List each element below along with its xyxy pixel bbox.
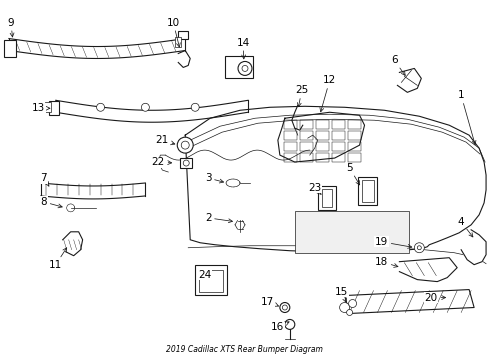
Text: 16: 16 (271, 322, 288, 332)
Bar (299, 120, 312, 129)
Text: 21: 21 (155, 135, 174, 145)
Circle shape (242, 66, 247, 71)
Bar (175, 37, 181, 46)
Text: 7: 7 (41, 173, 49, 186)
Bar (347, 142, 360, 151)
Bar (283, 131, 296, 140)
Polygon shape (344, 289, 473, 314)
Bar (347, 120, 360, 129)
Bar (294, 211, 408, 253)
Polygon shape (277, 112, 364, 162)
Text: 6: 6 (390, 55, 405, 76)
Bar (180, 158, 192, 168)
Bar (347, 153, 360, 162)
Text: 20: 20 (424, 293, 445, 302)
Text: 2019 Cadillac XTS Rear Bumper Diagram: 2019 Cadillac XTS Rear Bumper Diagram (165, 345, 322, 354)
Bar (224, 57, 252, 78)
Circle shape (279, 302, 289, 312)
Circle shape (191, 103, 199, 111)
Text: 24: 24 (198, 270, 211, 280)
Text: 22: 22 (151, 157, 171, 167)
Circle shape (141, 103, 149, 111)
Text: 15: 15 (334, 287, 347, 302)
Bar (347, 131, 360, 140)
Text: 8: 8 (41, 197, 62, 208)
Bar (315, 153, 328, 162)
Circle shape (339, 302, 349, 312)
Text: 10: 10 (166, 18, 180, 47)
Circle shape (181, 141, 189, 149)
Bar (178, 31, 188, 39)
Text: 4: 4 (457, 217, 472, 237)
Text: 19: 19 (374, 237, 411, 248)
Bar (299, 131, 312, 140)
Bar (331, 142, 344, 151)
Polygon shape (460, 230, 485, 265)
Text: 5: 5 (346, 163, 359, 185)
Circle shape (177, 137, 193, 153)
Text: 18: 18 (374, 257, 397, 267)
Bar (299, 153, 312, 162)
Circle shape (416, 246, 421, 250)
Bar (45, 102, 51, 112)
Text: 13: 13 (32, 103, 50, 113)
Bar (331, 153, 344, 162)
Text: 11: 11 (49, 248, 66, 270)
Bar (321, 189, 331, 207)
Text: 14: 14 (236, 37, 249, 59)
Text: 17: 17 (261, 297, 278, 306)
Bar (357, 177, 377, 205)
Circle shape (346, 310, 352, 315)
Bar (199, 270, 223, 292)
Circle shape (348, 300, 356, 307)
Bar (49, 101, 59, 115)
Circle shape (285, 319, 294, 329)
Bar (283, 153, 296, 162)
Bar (361, 180, 373, 202)
Bar (299, 142, 312, 151)
Bar (331, 120, 344, 129)
Text: 12: 12 (319, 75, 336, 112)
Bar (315, 131, 328, 140)
Text: 2: 2 (204, 213, 232, 223)
Circle shape (96, 103, 104, 111)
Bar (331, 131, 344, 140)
Bar (315, 120, 328, 129)
Bar (315, 142, 328, 151)
Text: 9: 9 (8, 18, 14, 37)
Text: 25: 25 (295, 85, 308, 107)
Bar (4, 40, 16, 58)
Bar (283, 120, 296, 129)
Text: 3: 3 (204, 173, 223, 183)
Polygon shape (399, 258, 456, 282)
Circle shape (183, 160, 189, 166)
Circle shape (413, 243, 424, 253)
Bar (195, 265, 226, 294)
Polygon shape (185, 106, 485, 252)
Bar (317, 186, 335, 210)
Circle shape (282, 305, 287, 310)
Text: 23: 23 (307, 183, 321, 194)
Bar (283, 142, 296, 151)
Circle shape (238, 62, 251, 75)
Text: 1: 1 (457, 90, 475, 145)
